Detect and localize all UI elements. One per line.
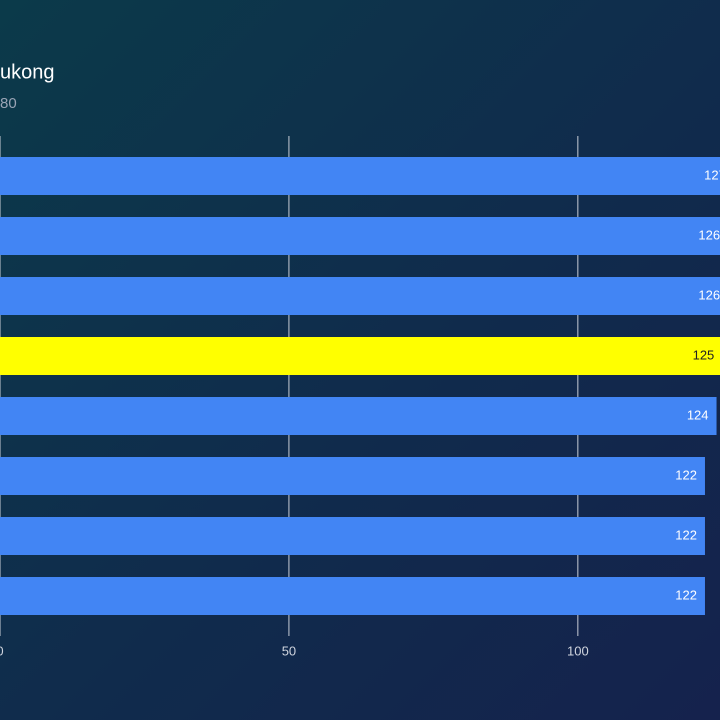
- x-tick-label: 0: [0, 643, 4, 658]
- chart-title: ukong: [0, 61, 55, 83]
- bar: [0, 517, 705, 555]
- bar: [0, 217, 720, 255]
- value-label: 122: [675, 467, 697, 482]
- bar: [0, 457, 705, 495]
- bar: [0, 277, 720, 315]
- value-label: 124: [687, 407, 709, 422]
- bar: [0, 337, 720, 375]
- bar: [0, 577, 705, 615]
- x-tick-label: 100: [567, 643, 589, 658]
- value-label: 126: [698, 227, 720, 242]
- bar: [0, 397, 717, 435]
- value-label: 126: [698, 287, 720, 302]
- bar: [0, 157, 720, 195]
- x-tick-label: 50: [282, 643, 296, 658]
- value-label: 127: [704, 167, 720, 182]
- value-label: 122: [675, 527, 697, 542]
- value-label: 125: [693, 347, 715, 362]
- value-label: 122: [675, 587, 697, 602]
- chart-subtitle: 80: [0, 95, 17, 112]
